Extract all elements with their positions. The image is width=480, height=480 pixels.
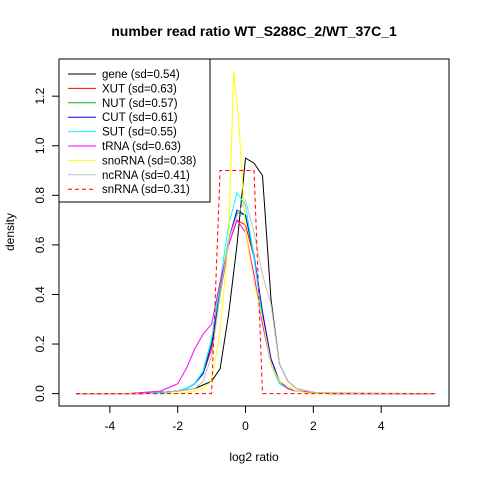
legend-label-0: gene (sd=0.54) xyxy=(102,69,180,81)
legend-box xyxy=(58,58,211,203)
x-axis: -4 -2 0 2 4 xyxy=(105,405,385,433)
y-tick-label-6: 1.2 xyxy=(33,88,47,105)
plot-area xyxy=(76,71,436,395)
series-line-5 xyxy=(76,218,436,395)
chart-title: number read ratio WT_S288C_2/WT_37C_1 xyxy=(111,23,397,39)
y-tick-label-1: 0.2 xyxy=(33,335,47,352)
legend-label-4: SUT (sd=0.55) xyxy=(102,127,177,139)
legend-label-2: NUT (sd=0.57) xyxy=(102,98,178,110)
legend-label-5: tRNA (sd=0.63) xyxy=(102,141,181,153)
y-tick-label-2: 0.4 xyxy=(33,286,47,303)
y-tick-label-3: 0.6 xyxy=(33,236,47,253)
x-tick-label-3: 2 xyxy=(310,419,317,433)
series-line-7 xyxy=(76,198,436,395)
legend-label-7: ncRNA (sd=0.41) xyxy=(102,170,190,182)
y-tick-label-5: 1.0 xyxy=(33,137,47,154)
x-tick-label-2: 0 xyxy=(242,419,249,433)
y-tick-label-4: 0.8 xyxy=(33,187,47,204)
series-line-8 xyxy=(76,170,436,395)
series-line-6 xyxy=(76,71,436,395)
x-tick-label-1: -2 xyxy=(172,419,183,433)
x-tick-label-4: 4 xyxy=(378,419,385,433)
legend: gene (sd=0.54) XUT (sd=0.63) NUT (sd=0.57)… xyxy=(58,58,211,203)
y-axis-label: density xyxy=(3,213,17,251)
legend-label-8: snRNA (sd=0.31) xyxy=(102,184,190,196)
x-axis-label: log2 ratio xyxy=(229,450,279,464)
legend-label-3: CUT (sd=0.61) xyxy=(102,112,178,124)
legend-label-6: snoRNA (sd=0.38) xyxy=(102,155,196,167)
legend-label-1: XUT (sd=0.63) xyxy=(102,83,177,95)
y-tick-label-0: 0.0 xyxy=(33,385,47,402)
x-tick-label-0: -4 xyxy=(105,419,116,433)
